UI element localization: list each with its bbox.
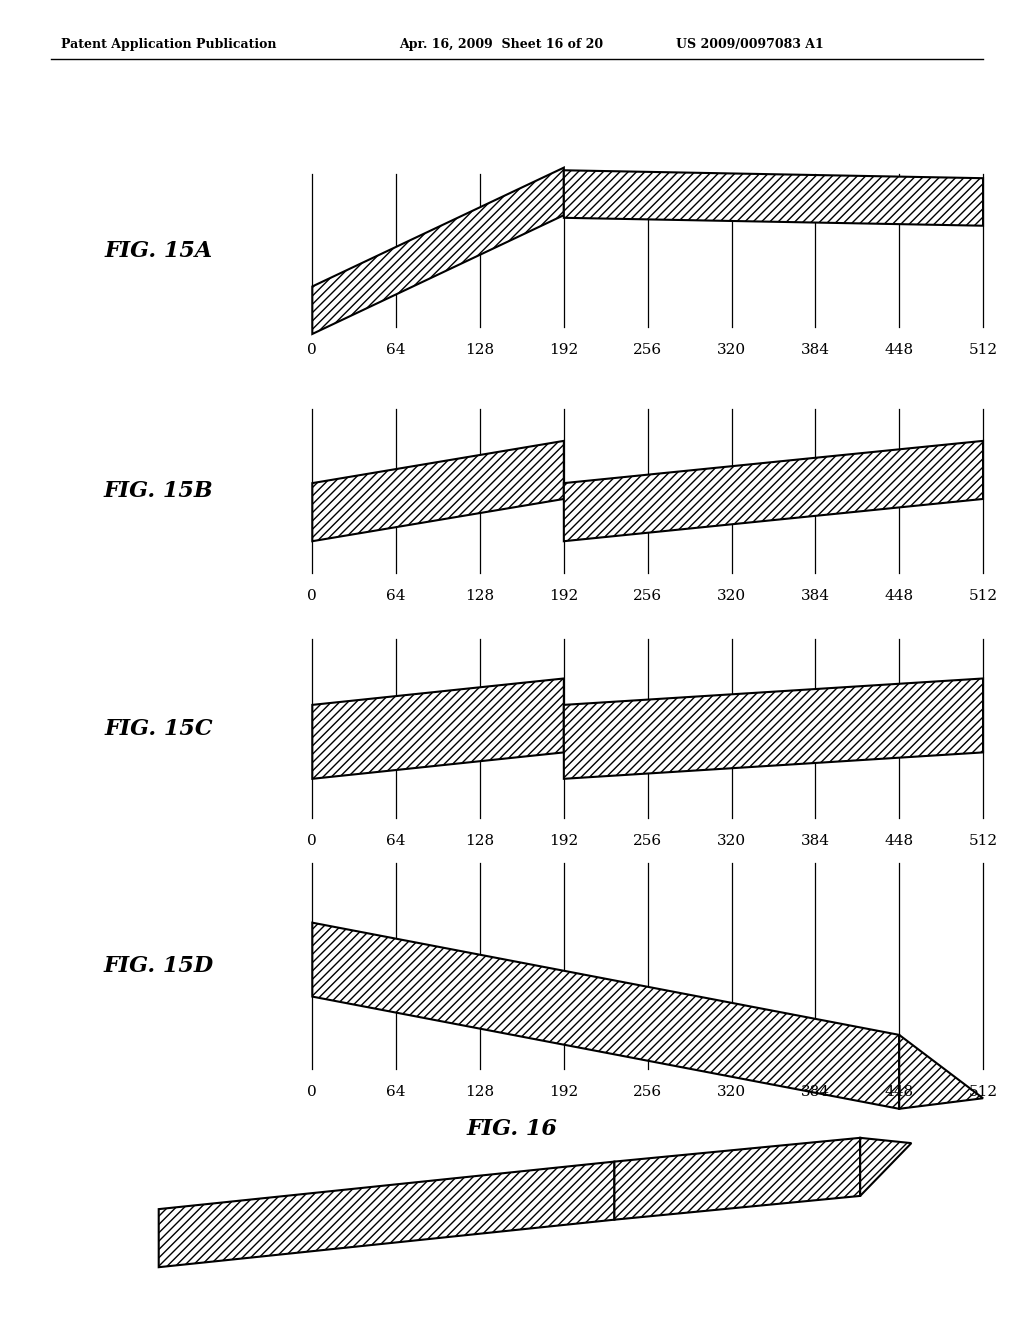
Text: 64: 64 xyxy=(386,834,406,849)
Text: 192: 192 xyxy=(549,1085,579,1100)
Text: 64: 64 xyxy=(386,589,406,603)
Text: 512: 512 xyxy=(969,1085,997,1100)
Text: Apr. 16, 2009  Sheet 16 of 20: Apr. 16, 2009 Sheet 16 of 20 xyxy=(399,38,603,51)
Text: 192: 192 xyxy=(549,834,579,849)
Text: 128: 128 xyxy=(466,1085,495,1100)
Text: 384: 384 xyxy=(801,589,829,603)
Text: FIG. 15C: FIG. 15C xyxy=(104,718,213,739)
Text: 448: 448 xyxy=(885,834,913,849)
Text: 512: 512 xyxy=(969,834,997,849)
Text: 320: 320 xyxy=(717,834,746,849)
Polygon shape xyxy=(614,1138,860,1220)
Polygon shape xyxy=(312,678,564,779)
Polygon shape xyxy=(312,168,564,334)
Text: 128: 128 xyxy=(466,834,495,849)
Text: US 2009/0097083 A1: US 2009/0097083 A1 xyxy=(676,38,823,51)
Text: 64: 64 xyxy=(386,343,406,358)
Text: 512: 512 xyxy=(969,343,997,358)
Polygon shape xyxy=(159,1162,614,1267)
Text: FIG. 15A: FIG. 15A xyxy=(104,240,213,261)
Text: 320: 320 xyxy=(717,343,746,358)
Text: 384: 384 xyxy=(801,834,829,849)
Text: 192: 192 xyxy=(549,589,579,603)
Text: 448: 448 xyxy=(885,589,913,603)
Text: 256: 256 xyxy=(633,834,663,849)
Text: 256: 256 xyxy=(633,1085,663,1100)
Text: FIG. 15B: FIG. 15B xyxy=(103,480,214,502)
Text: 448: 448 xyxy=(885,343,913,358)
Polygon shape xyxy=(564,678,983,779)
Text: 64: 64 xyxy=(386,1085,406,1100)
Polygon shape xyxy=(564,441,983,541)
Text: 384: 384 xyxy=(801,1085,829,1100)
Text: 512: 512 xyxy=(969,589,997,603)
Text: 256: 256 xyxy=(633,343,663,358)
Text: 320: 320 xyxy=(717,589,746,603)
Text: FIG. 15D: FIG. 15D xyxy=(103,956,214,977)
Text: 0: 0 xyxy=(307,343,317,358)
Polygon shape xyxy=(564,170,983,226)
Polygon shape xyxy=(312,923,899,1109)
Text: Patent Application Publication: Patent Application Publication xyxy=(61,38,276,51)
Text: 192: 192 xyxy=(549,343,579,358)
Text: 0: 0 xyxy=(307,589,317,603)
Text: 128: 128 xyxy=(466,589,495,603)
Polygon shape xyxy=(899,1035,983,1109)
Text: FIG. 16: FIG. 16 xyxy=(467,1118,557,1139)
Polygon shape xyxy=(312,441,564,541)
Text: 128: 128 xyxy=(466,343,495,358)
Text: 256: 256 xyxy=(633,589,663,603)
Text: 0: 0 xyxy=(307,834,317,849)
Text: 448: 448 xyxy=(885,1085,913,1100)
Text: 384: 384 xyxy=(801,343,829,358)
Text: 0: 0 xyxy=(307,1085,317,1100)
Text: 320: 320 xyxy=(717,1085,746,1100)
Polygon shape xyxy=(860,1138,911,1196)
